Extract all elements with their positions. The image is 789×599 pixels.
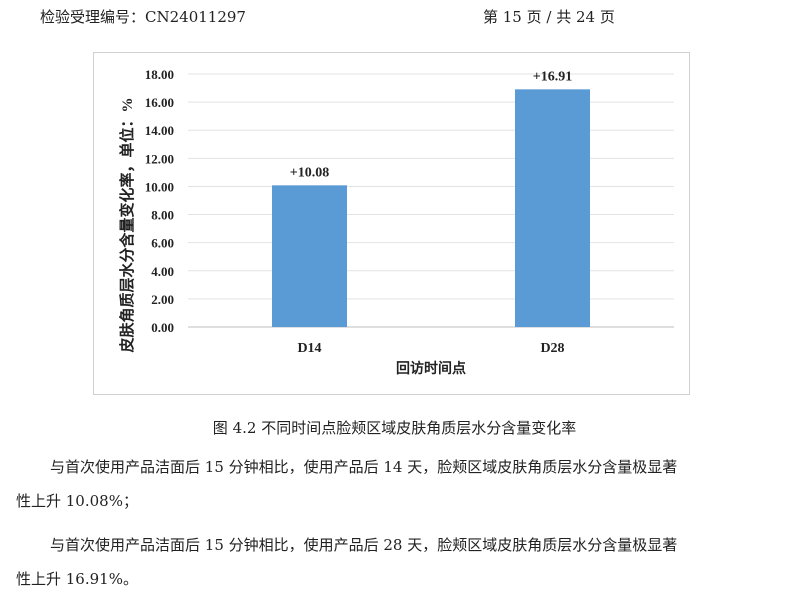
paragraph-1-line-1: 与首次使用产品洁面后 15 分钟相比，使用产品后 14 天，脸颊区域皮肤角质层水… — [50, 458, 678, 476]
x-tick-label: D14 — [297, 341, 321, 356]
y-tick-label: 2.00 — [151, 292, 174, 307]
y-tick-label: 18.00 — [145, 67, 174, 82]
data-label: +10.08 — [290, 165, 329, 180]
y-tick-label: 8.00 — [151, 208, 174, 223]
acceptance-number: 检验受理编号：CN24011297 — [40, 8, 246, 26]
y-axis-label: 皮肤角质层水分含量变化率，单位：% — [118, 97, 136, 352]
page-info: 第 15 页 / 共 24 页 — [483, 8, 615, 26]
bar-D14 — [272, 185, 347, 327]
y-tick-label: 16.00 — [145, 95, 174, 110]
figure-caption: 图 4.2 不同时间点脸颊区域皮肤角质层水分含量变化率 — [212, 419, 577, 437]
paragraph-2-line-2: 性上升 16.91%。 — [16, 570, 138, 588]
y-tick-label: 6.00 — [151, 236, 174, 251]
y-tick-label: 0.00 — [151, 320, 174, 335]
y-tick-label: 4.00 — [151, 264, 174, 279]
paragraph-2: 与首次使用产品洁面后 15 分钟相比，使用产品后 28 天，脸颊区域皮肤角质层水… — [16, 535, 778, 589]
paragraph-1-line-2: 性上升 10.08%； — [16, 492, 138, 510]
chart: 0.00 2.00 4.00 6.00 8.00 10.00 12.00 14.00 16.00… — [93, 52, 690, 395]
y-tick-label: 10.00 — [145, 179, 174, 194]
data-label: +16.91 — [533, 69, 572, 84]
x-tick-label: D28 — [540, 341, 564, 356]
x-axis-label: 回访时间点 — [396, 360, 466, 377]
y-tick-label: 14.00 — [145, 123, 174, 138]
bar-chart-svg: 0.00 2.00 4.00 6.00 8.00 10.00 12.00 14.00 16.00… — [118, 67, 674, 377]
paragraph-1: 与首次使用产品洁面后 15 分钟相比，使用产品后 14 天，脸颊区域皮肤角质层水… — [16, 457, 778, 511]
y-tick-label: 12.00 — [145, 151, 174, 166]
paragraph-2-line-1: 与首次使用产品洁面后 15 分钟相比，使用产品后 28 天，脸颊区域皮肤角质层水… — [50, 536, 678, 554]
bar-D28 — [515, 89, 590, 327]
